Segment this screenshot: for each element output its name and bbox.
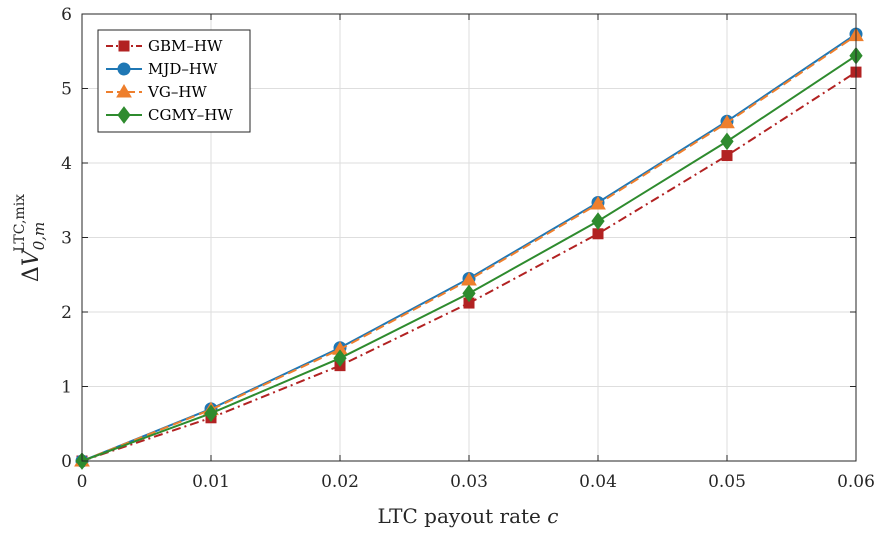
legend-marker xyxy=(116,84,132,98)
x-axis-label: LTC payout rate c xyxy=(378,504,559,528)
legend-item: CGMY–HW xyxy=(106,106,233,124)
data-point xyxy=(719,114,735,129)
x-tick-label: 0.06 xyxy=(837,472,875,492)
x-tick-label: 0.01 xyxy=(192,472,230,492)
legend-label: CGMY–HW xyxy=(148,106,233,124)
y-tick-label: 6 xyxy=(61,5,72,25)
data-point xyxy=(333,349,347,368)
data-point xyxy=(204,404,218,423)
x-tick-label: 0.05 xyxy=(708,472,746,492)
x-axis-ticks: 0 0.01 0.02 0.03 0.04 0.05 0.06 xyxy=(77,14,875,492)
legend-marker xyxy=(117,106,131,124)
data-point xyxy=(720,132,734,151)
x-axis-label-var: c xyxy=(547,504,558,528)
y-axis-label: ΔV0,mLTC,mix xyxy=(12,194,48,282)
legend-marker xyxy=(118,40,130,52)
legend-marker xyxy=(117,62,131,76)
legend-label: VG–HW xyxy=(147,83,207,101)
svg-text:ΔV0,mLTC,mix: ΔV0,mLTC,mix xyxy=(12,194,48,282)
series-layer xyxy=(74,27,864,470)
y-axis-label-sup: LTC,mix xyxy=(12,194,28,252)
y-axis-label-delta: Δ xyxy=(19,266,44,282)
x-tick-label: 0.03 xyxy=(450,472,488,492)
data-point xyxy=(462,284,476,303)
y-axis-label-var: V xyxy=(19,248,44,266)
x-axis-label-main: LTC payout rate xyxy=(378,504,548,528)
x-tick-label: 0.02 xyxy=(321,472,359,492)
data-point xyxy=(592,228,604,240)
data-point xyxy=(590,195,606,210)
x-tick-label: 0.04 xyxy=(579,472,617,492)
y-tick-label: 4 xyxy=(61,154,72,174)
data-point xyxy=(591,212,605,230)
legend-item: VG–HW xyxy=(106,83,207,101)
y-tick-label: 1 xyxy=(61,378,72,398)
x-tick-label: 0 xyxy=(77,472,88,492)
y-tick-label: 0 xyxy=(61,452,72,472)
data-point xyxy=(721,150,733,162)
legend-item: MJD–HW xyxy=(106,60,218,78)
legend: GBM–HW MJD–HW VG–HW CGMY–HW xyxy=(97,29,251,133)
y-tick-label: 2 xyxy=(61,303,72,323)
legend-label: GBM–HW xyxy=(148,37,223,55)
y-tick-label: 3 xyxy=(61,229,72,249)
y-axis-ticks: 0 1 2 3 4 5 6 xyxy=(61,5,856,472)
legend-item: GBM–HW xyxy=(106,37,223,55)
y-axis-label-sub: 0,m xyxy=(30,222,48,251)
y-tick-label: 5 xyxy=(61,80,72,100)
legend-label: MJD–HW xyxy=(148,60,218,78)
